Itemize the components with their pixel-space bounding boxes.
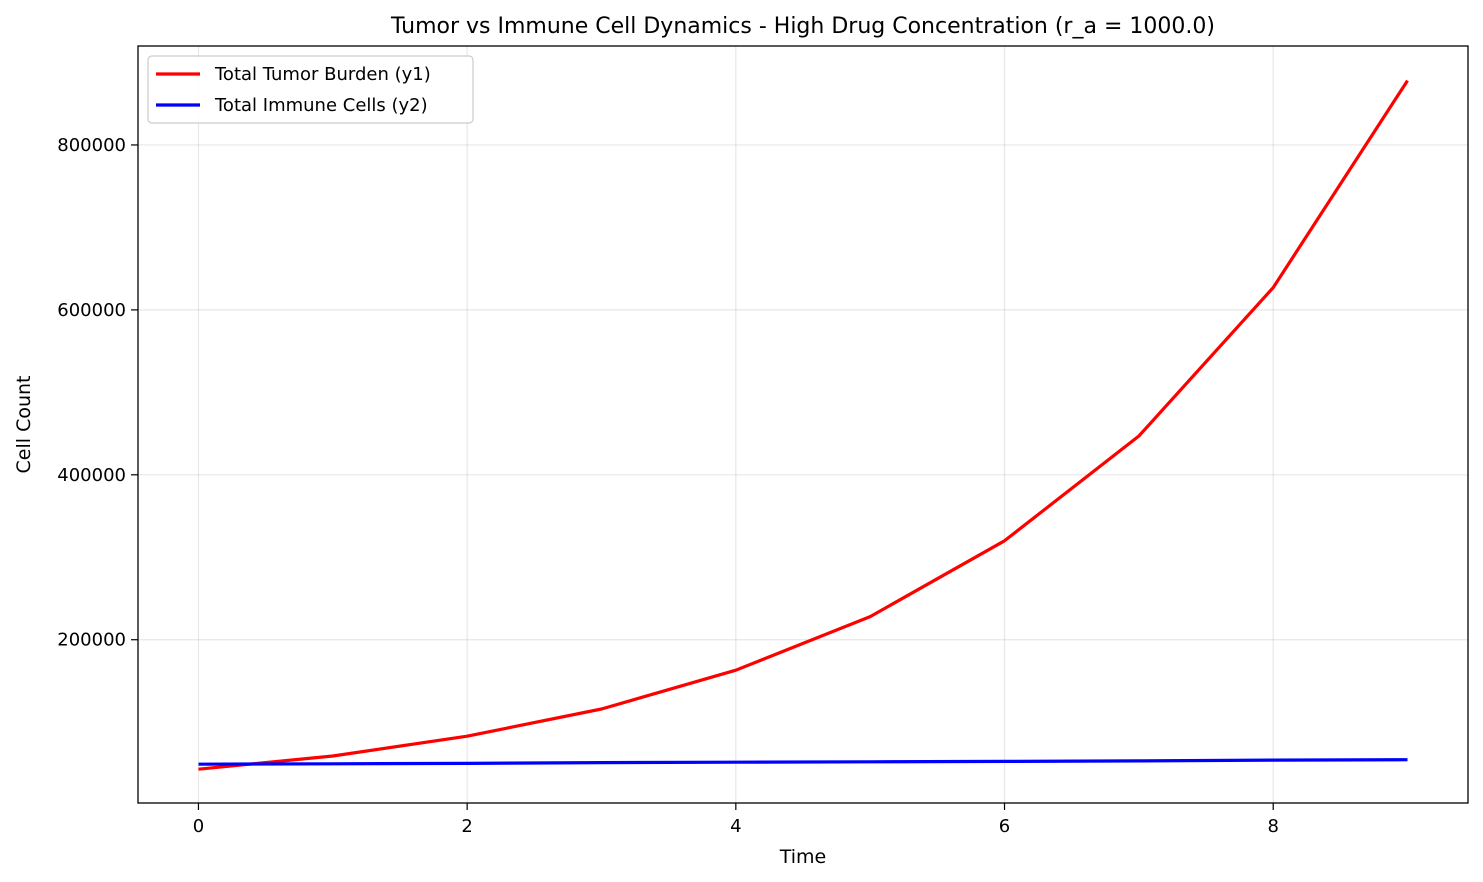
series-line-1 [198,79,1409,771]
x-tick-label: 8 [1267,816,1278,837]
legend-box [147,55,474,124]
y-tick-label: 400000 [57,465,126,486]
x-axis: 0 2 4 6 8 [193,803,1279,837]
grid [138,46,1468,803]
series-line-2 [198,758,1408,766]
legend-label-1: Total Tumor Burden (y1) [214,64,431,85]
x-tick-label: 6 [999,816,1010,837]
y-tick-label: 800000 [57,135,126,156]
chart-title: Tumor vs Immune Cell Dynamics - High Dru… [390,14,1215,39]
legend-label-2: Total Immune Cells (y2) [214,95,428,116]
series-group [198,79,1409,771]
y-tick-label: 600000 [57,300,126,321]
x-tick-label: 2 [461,816,472,837]
plot-frame [137,45,1469,804]
y-tick-label: 200000 [57,630,126,651]
legend: Total Tumor Burden (y1) Total Immune Cell… [147,55,474,124]
y-axis: 200000 400000 600000 800000 [57,135,138,651]
x-tick-label: 0 [193,816,204,837]
x-tick-label: 4 [730,816,741,837]
x-axis-title: Time [779,846,827,868]
y-axis-title: Cell Count [13,376,35,474]
